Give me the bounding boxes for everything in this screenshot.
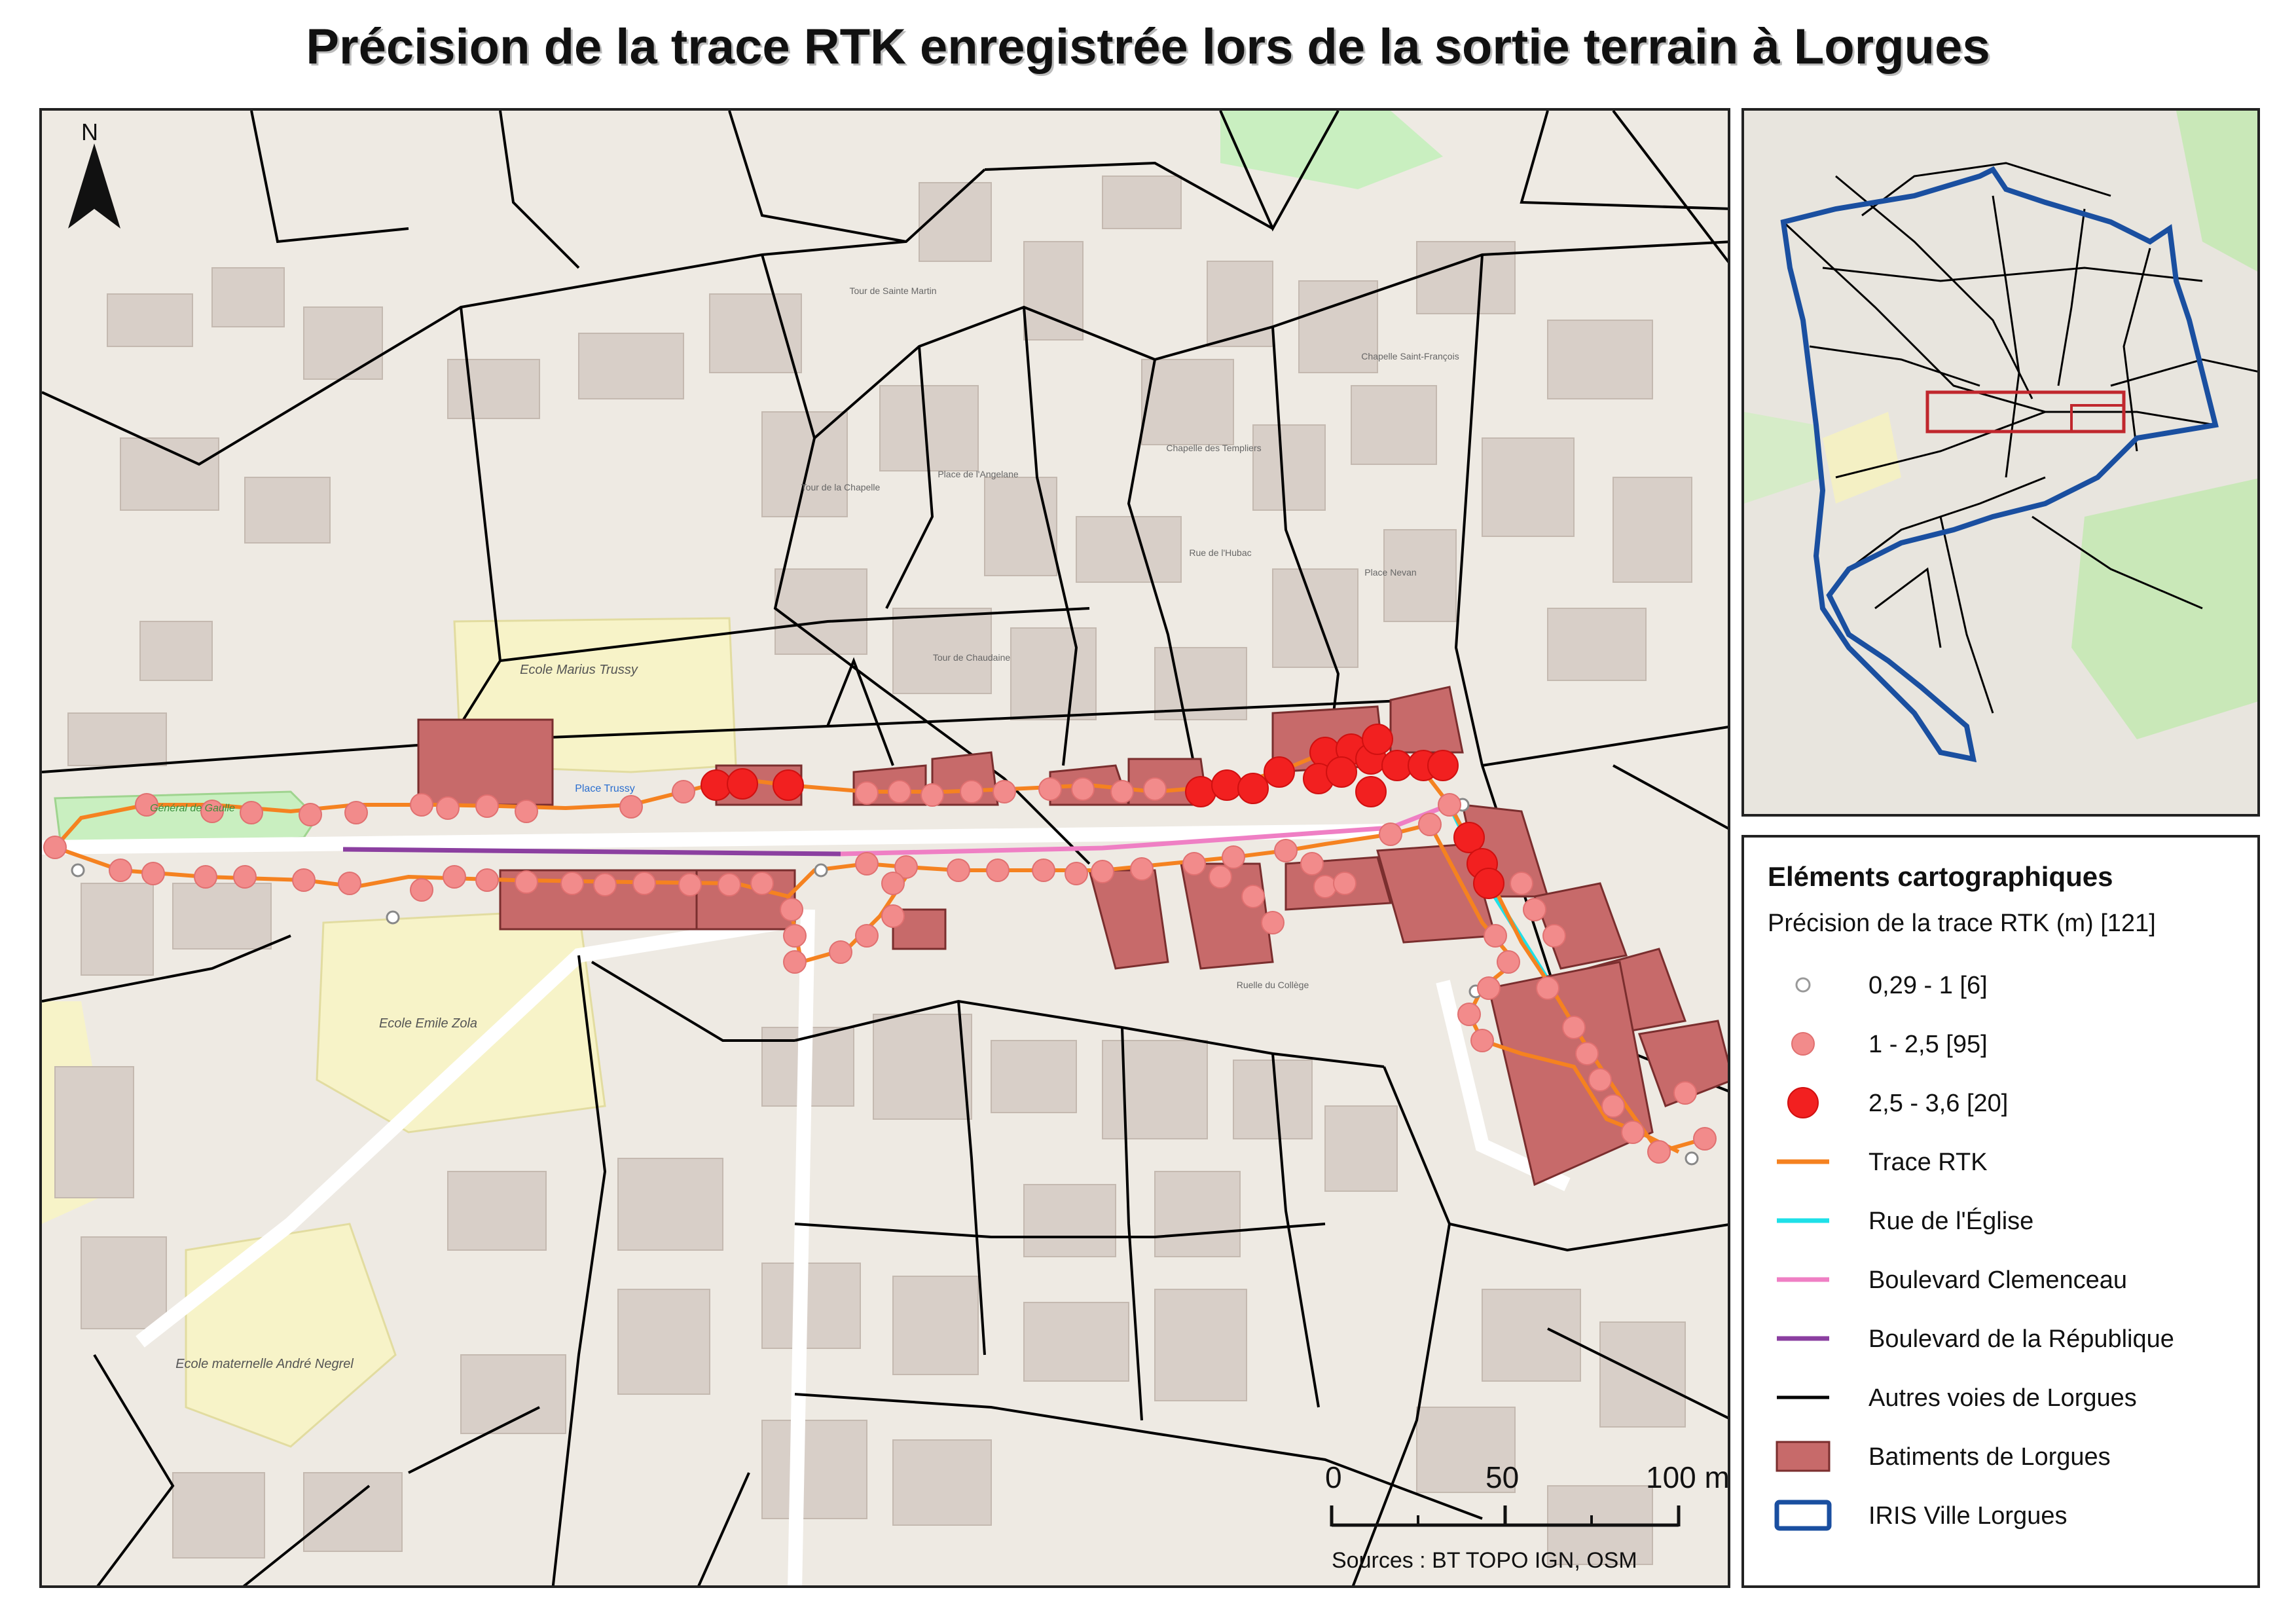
legend-item-autres-voies: Autres voies de Lorgues xyxy=(1764,1378,2248,1417)
legend-symbol-polygon-building xyxy=(1776,1441,1831,1472)
inset-map[interactable] xyxy=(1741,108,2260,817)
inset-green-area-east xyxy=(2071,478,2257,739)
inset-yellow-area xyxy=(1823,412,1901,504)
scale-label-50: 50 xyxy=(1485,1460,1520,1494)
label-place-angelane: Place de l'Angelane xyxy=(938,469,1019,479)
map-title: Précision de la trace RTK enregistrée lo… xyxy=(306,19,1990,75)
legend-label: Boulevard Clemenceau xyxy=(1868,1266,2128,1294)
label-ecole-emile-zola: Ecole Emile Zola xyxy=(379,1016,477,1031)
label-place-nevan: Place Nevan xyxy=(1364,567,1416,578)
legend-item-precision-medium: 1 - 2,5 [95] xyxy=(1764,1024,2248,1063)
legend-symbol-line-cyan xyxy=(1777,1218,1829,1223)
school-maternelle-grounds xyxy=(185,1223,397,1448)
scale-label-0: 0 xyxy=(1325,1460,1342,1494)
legend-item-boulevard-clemenceau: Boulevard Clemenceau xyxy=(1764,1260,2248,1299)
rtk-points-high xyxy=(701,724,1504,899)
legend-item-precision-low: 0,29 - 1 [6] xyxy=(1764,965,2248,1005)
rtk-points-medium xyxy=(43,777,1717,1164)
scale-label-100: 100 m xyxy=(1646,1460,1730,1494)
main-map-svg: Ecole Marius Trussy Ecole Emile Zola Eco… xyxy=(42,111,1728,1585)
legend-label: Autres voies de Lorgues xyxy=(1868,1384,2137,1412)
inset-green-area-west xyxy=(1744,412,1823,504)
boulevard-clemenceau xyxy=(840,802,1451,857)
label-chapelle-templiers: Chapelle des Templiers xyxy=(1166,443,1261,453)
inset-street-network xyxy=(1782,162,2257,714)
north-arrow-icon xyxy=(55,117,134,242)
legend-label: Batiments de Lorgues xyxy=(1868,1443,2111,1471)
legend-item-trace-rtk: Trace RTK xyxy=(1764,1142,2248,1181)
label-ruelle-college: Ruelle du Collège xyxy=(1237,980,1309,990)
legend-label: Trace RTK xyxy=(1868,1149,1988,1176)
legend-symbol-line-black xyxy=(1777,1395,1829,1399)
label-rue-hubac: Rue de l'Hubac xyxy=(1189,547,1251,558)
legend-panel: Eléments cartographiques Précision de la… xyxy=(1741,835,2260,1588)
north-label: N xyxy=(81,119,98,145)
iris-ville-lorgues xyxy=(1780,166,2219,763)
inset-green-area-ne xyxy=(2176,111,2257,272)
label-ecole-marius-trussy: Ecole Marius Trussy xyxy=(520,663,638,677)
legend-item-rue-eglise: Rue de l'Église xyxy=(1764,1201,2248,1240)
sources-credit: Sources : BT TOPO IGN, OSM xyxy=(1332,1548,1637,1573)
legend-item-boulevard-republique: Boulevard de la République xyxy=(1764,1319,2248,1358)
park-north xyxy=(1220,111,1443,189)
label-tour-chaudaine: Tour de Chaudaine xyxy=(933,652,1011,663)
legend-label: Boulevard de la République xyxy=(1868,1325,2174,1353)
legend-label: 0,29 - 1 [6] xyxy=(1868,972,1988,999)
legend-label: 2,5 - 3,6 [20] xyxy=(1868,1090,2009,1117)
legend-subtitle: Précision de la trace RTK (m) [121] xyxy=(1768,910,2156,937)
other-streets-lorgues xyxy=(42,111,1728,1585)
legend-label: Rue de l'Église xyxy=(1868,1208,2034,1235)
label-tour-chapelle: Tour de la Chapelle xyxy=(801,482,881,492)
legend-symbol-point-medium xyxy=(1791,1032,1815,1056)
legend-symbol-line-purple xyxy=(1777,1336,1829,1341)
legend-item-batiments: Batiments de Lorgues xyxy=(1764,1437,2248,1476)
legend-label: 1 - 2,5 [95] xyxy=(1868,1031,1988,1058)
legend-symbol-line-orange xyxy=(1777,1159,1829,1164)
label-chapelle-francois: Chapelle Saint-François xyxy=(1361,351,1459,361)
legend-item-precision-high: 2,5 - 3,6 [20] xyxy=(1764,1083,2248,1122)
legend-label: IRIS Ville Lorgues xyxy=(1868,1502,2068,1530)
inset-zoom-extent xyxy=(2070,404,2125,433)
scale-bar: 0 50 100 m xyxy=(1325,1460,1730,1538)
inset-map-svg xyxy=(1744,111,2257,814)
label-tour-sainte-martin: Tour de Sainte Martin xyxy=(849,286,936,296)
legend-symbol-outline-iris xyxy=(1774,1500,1832,1531)
label-place-trussy: Place Trussy xyxy=(575,783,635,794)
legend-symbol-point-large xyxy=(1787,1087,1819,1118)
legend-symbol-line-pink xyxy=(1777,1277,1829,1282)
boulevard-de-la-republique xyxy=(342,847,841,857)
main-map[interactable]: Ecole Marius Trussy Ecole Emile Zola Eco… xyxy=(39,108,1730,1588)
legend-title: Eléments cartographiques xyxy=(1768,861,2113,892)
label-general-de-gaulle: Général de Gaulle xyxy=(150,803,235,814)
label-ecole-maternelle: Ecole maternelle André Negrel xyxy=(175,1357,354,1371)
legend-item-iris: IRIS Ville Lorgues xyxy=(1764,1496,2248,1535)
legend-symbol-point-small xyxy=(1795,977,1811,993)
